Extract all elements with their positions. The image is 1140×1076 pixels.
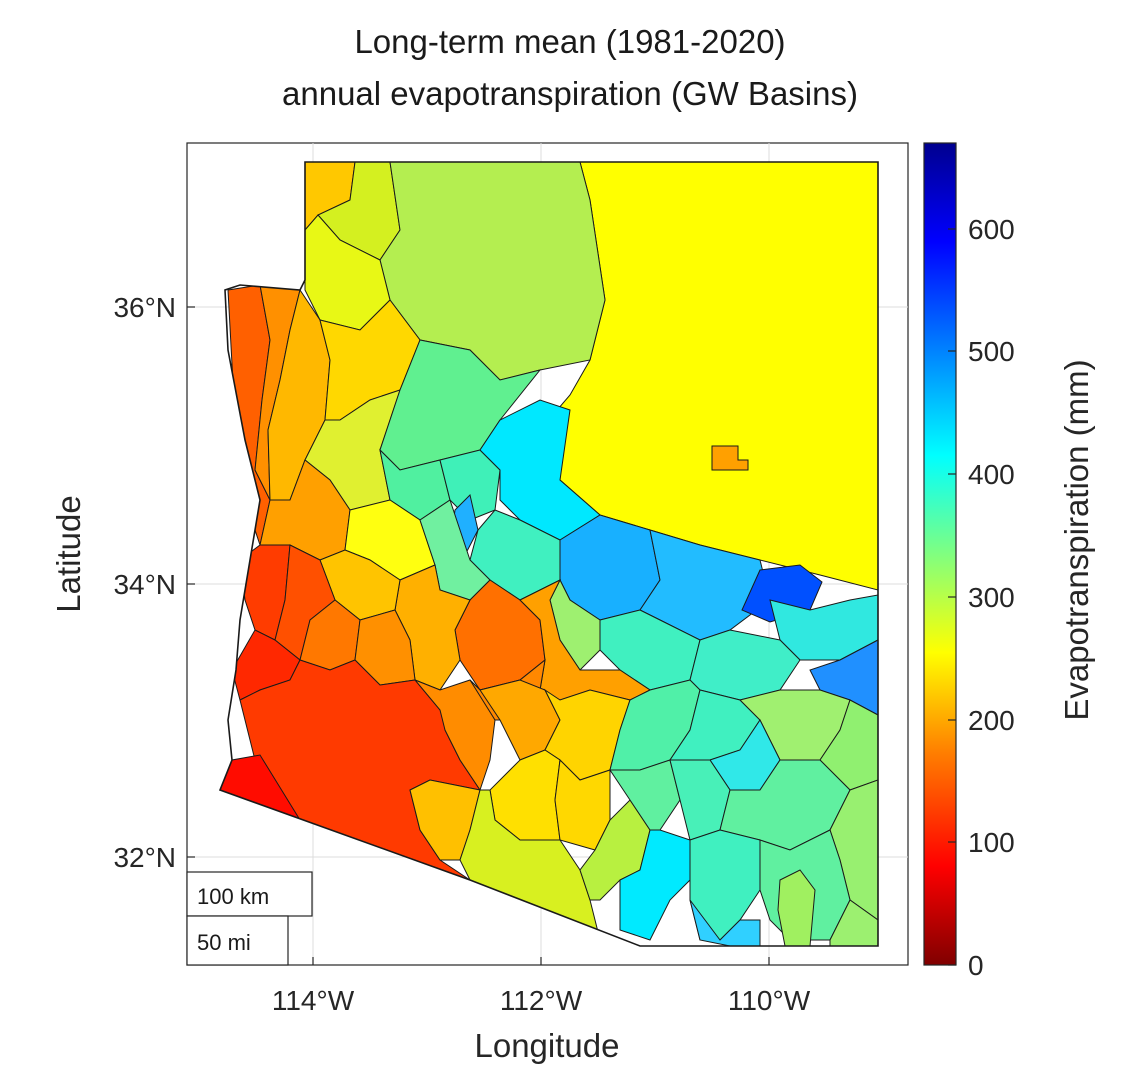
y-tick-label-32n: 32°N <box>113 842 176 873</box>
x-axis-title: Longitude <box>475 1027 620 1064</box>
colorbar-tick-300: 300 <box>968 582 1015 613</box>
colorbar-tick-500: 500 <box>968 336 1015 367</box>
colorbar-tick-100: 100 <box>968 827 1015 858</box>
colorbar-label: Evapotranspiration (mm) <box>1058 359 1095 720</box>
basin-se-green-12 <box>829 899 878 946</box>
basin-se-cyan-3 <box>689 899 761 946</box>
basin-small-orange-square <box>711 445 749 471</box>
colorbar-tick-400: 400 <box>968 459 1015 490</box>
colorbar-tick-marks <box>948 228 956 966</box>
basins-layer <box>220 162 878 946</box>
map-title-line-1: Long-term mean (1981-2020) <box>354 23 786 60</box>
scale-bar: 100 km 50 mi <box>186 871 313 966</box>
arizona-outline <box>218 161 879 947</box>
x-tick-label-114w: 114°W <box>272 985 355 1016</box>
x-tick-label-110w: 110°W <box>728 985 811 1016</box>
colorbar-tick-0: 0 <box>968 950 984 981</box>
scale-bar-mi-label: 50 mi <box>197 930 251 955</box>
basin-west-orange-5 <box>414 679 496 792</box>
x-tick-marks <box>187 306 770 965</box>
map-title-line-2: annual evapotranspiration (GW Basins) <box>282 75 858 112</box>
scale-bar-mi-box <box>186 915 289 966</box>
colorbar-tick-600: 600 <box>968 214 1015 245</box>
colorbar-tick-200: 200 <box>968 705 1015 736</box>
y-tick-label-34n: 34°N <box>113 569 176 600</box>
y-axis-title: Latitude <box>50 495 87 612</box>
colorbar <box>923 142 957 966</box>
x-tick-label-112w: 112°W <box>500 985 583 1016</box>
basin-se-green-11 <box>777 869 816 946</box>
basin-se-5 <box>609 759 681 831</box>
scale-bar-km-box <box>186 871 313 917</box>
scale-bar-km-label: 100 km <box>197 884 269 909</box>
y-tick-label-36n: 36°N <box>113 292 176 323</box>
